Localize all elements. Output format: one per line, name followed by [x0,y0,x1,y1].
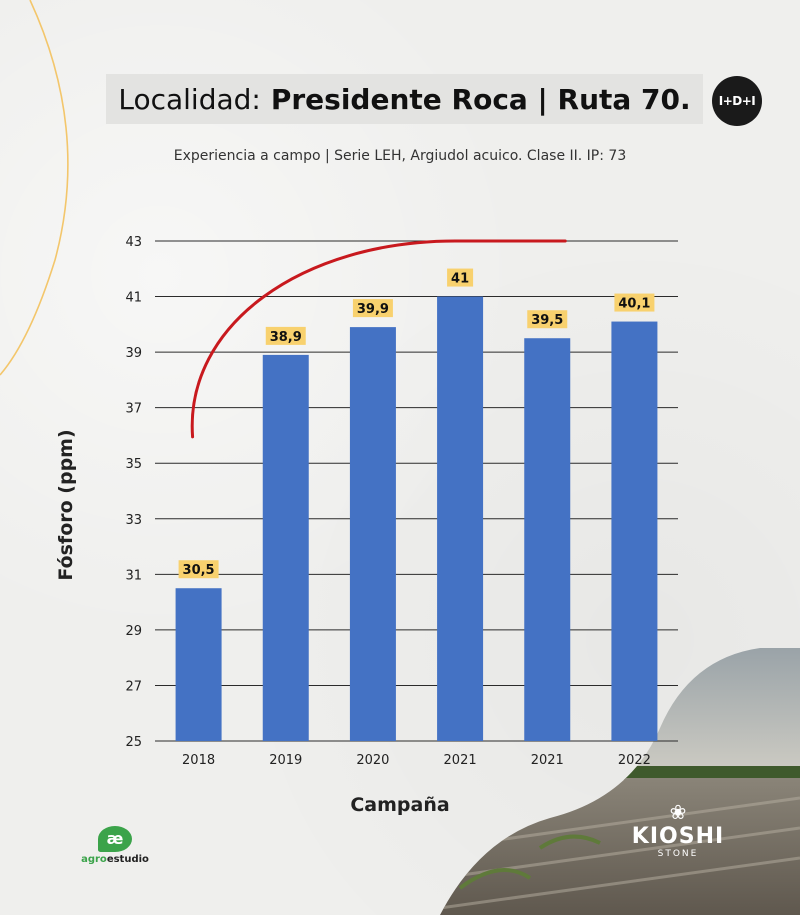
bar [524,338,571,741]
trend-curve [190,239,567,439]
agroestudio-prefix: agro [81,854,107,865]
bar [262,354,309,741]
y-tick-label: 25 [125,735,142,750]
x-tick-label: 2021 [531,753,564,768]
lotus-icon: ❀ [669,800,687,824]
agroestudio-text: agroestudio [80,854,150,865]
data-label: 39,9 [357,302,389,317]
data-label-bg [178,560,219,579]
x-tick-label: 2020 [356,753,389,768]
x-tick-label: 2018 [182,753,215,768]
data-label: 40,1 [618,297,650,312]
x-tick-label: 2019 [269,753,302,768]
data-label-bg [265,326,306,345]
y-tick-label: 39 [125,346,142,361]
title-prefix: Localidad: [118,82,261,116]
x-tick-label: 2021 [444,753,477,768]
agroestudio-mark-icon: æ [98,826,132,852]
y-tick-label: 43 [125,235,142,250]
y-axis-label: Fósforo (ppm) [55,429,77,581]
y-tick-label: 29 [125,624,142,639]
subtitle: Experiencia a campo | Serie LEH, Argiudo… [173,148,627,164]
bar [349,327,396,741]
agroestudio-suffix: estudio [106,854,149,865]
kioshi-name: KIOSHI [631,824,725,849]
data-label-bg [614,293,655,312]
data-label: 30,5 [183,563,215,578]
data-label: 41 [451,272,469,287]
data-label-bg [352,299,393,318]
y-tick-label: 35 [125,457,142,472]
data-label: 39,5 [531,313,563,328]
decor-arc-left [0,0,69,376]
x-axis-label: Campaña [350,794,450,816]
bar [437,296,484,741]
y-tick-label: 27 [125,679,142,694]
agroestudio-logo: æ agroestudio [80,826,150,865]
x-tick-label: 2022 [618,753,651,768]
y-tick-label: 31 [125,568,142,583]
data-label-bg [527,310,568,329]
idi-badge: I+D+I [712,76,762,126]
y-tick-label: 41 [125,291,142,306]
y-tick-label: 33 [125,513,142,528]
bar [175,588,222,741]
page-title: Localidad: Presidente Roca | Ruta 70. [106,74,703,124]
data-label-bg [447,268,474,287]
y-tick-label: 37 [125,402,142,417]
bar [611,321,658,741]
data-label: 38,9 [270,330,302,345]
title-location: Presidente Roca | Ruta 70. [270,82,691,116]
kioshi-stone-logo: ❀ KIOSHI STONE [628,800,728,859]
kioshi-sub: STONE [657,849,699,859]
